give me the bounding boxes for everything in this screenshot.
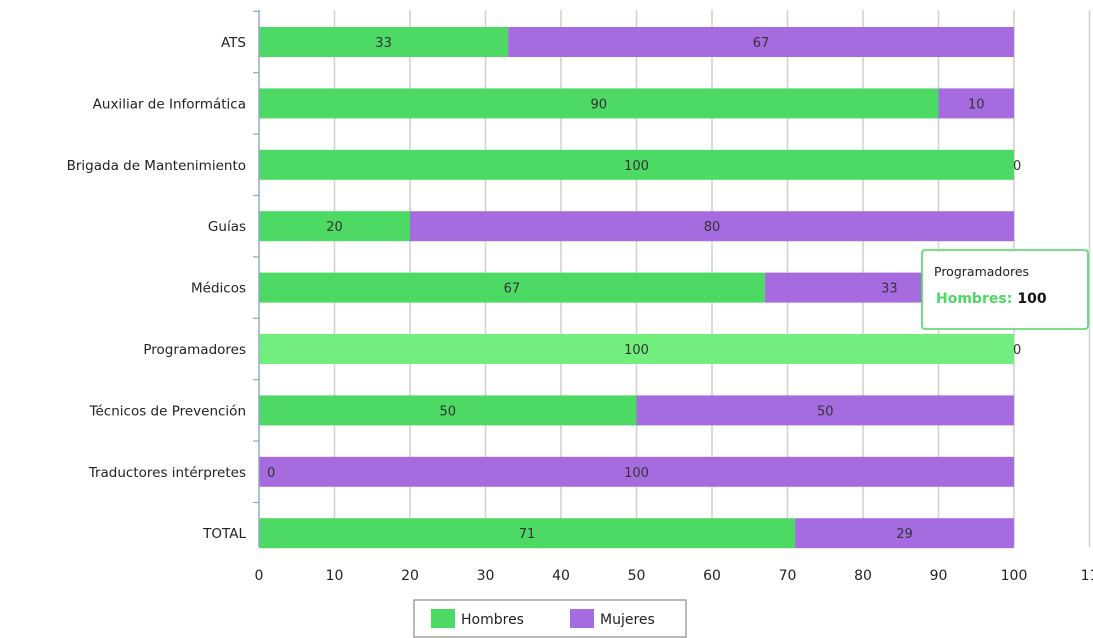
data-label-mujeres: 0 <box>1013 159 1021 174</box>
bar-mujeres[interactable] <box>636 395 1015 426</box>
data-label-hombres: 33 <box>375 36 392 51</box>
data-label-mujeres: 0 <box>1013 343 1021 358</box>
tooltip-box <box>921 249 1089 330</box>
x-tick-label: 11 <box>1081 568 1093 584</box>
bar-hombres[interactable] <box>259 334 1014 364</box>
tooltip-series-line: Hombres: 100 <box>936 288 1047 307</box>
bar-hombres[interactable] <box>259 518 796 549</box>
legend-swatch-mujeres <box>570 609 594 628</box>
bar-hombres[interactable] <box>259 27 509 57</box>
tooltip-category: Programadores <box>934 264 1029 279</box>
category-label: Guías <box>208 219 246 235</box>
data-label-hombres: 20 <box>326 220 343 235</box>
category-label: Programadores <box>143 342 246 358</box>
legend-frame <box>413 599 687 638</box>
legend-item-hombres[interactable]: Hombres <box>431 609 524 628</box>
bar-hombres[interactable] <box>259 272 765 303</box>
legend-label-mujeres: Mujeres <box>600 612 655 628</box>
x-tick-label: 0 <box>255 568 264 584</box>
bar-hombres[interactable] <box>259 149 1014 180</box>
data-label-mujeres: 67 <box>753 36 770 51</box>
x-tick-label: 10 <box>326 568 344 584</box>
x-tick-label: 70 <box>779 568 797 584</box>
x-tick-label: 30 <box>477 568 495 584</box>
category-label: Auxiliar de Informática <box>93 96 246 112</box>
data-label-mujeres: 29 <box>896 527 913 542</box>
x-tick-label: 100 <box>1001 568 1028 584</box>
bar-mujeres[interactable] <box>259 456 1014 487</box>
data-label-hombres: 100 <box>624 159 649 174</box>
category-label: Brigada de Mantenimiento <box>67 158 246 174</box>
data-label-hombres: 67 <box>504 282 521 297</box>
bar-mujeres[interactable] <box>938 88 1015 119</box>
legend-swatch-hombres <box>431 609 455 628</box>
x-tick-label: 50 <box>628 568 646 584</box>
data-labels: 33 67 90 10 100 0 20 80 67 33 100 0 50 50 0 100 71 29 <box>267 36 1021 542</box>
data-label-hombres: 71 <box>519 527 536 542</box>
data-label-mujeres: 100 <box>624 466 649 481</box>
category-labels: ATS Auxiliar de Informática Brigada de Man… <box>67 35 247 542</box>
legend: Hombres Mujeres <box>413 599 687 638</box>
tooltip-separator: : <box>1007 291 1013 307</box>
data-label-hombres: 90 <box>590 97 607 112</box>
category-label: ATS <box>221 35 246 51</box>
legend-item-mujeres[interactable]: Mujeres <box>570 609 655 628</box>
bar-mujeres[interactable] <box>795 518 1014 549</box>
bar-mujeres[interactable] <box>508 27 1014 57</box>
data-label-mujeres: 33 <box>881 282 898 297</box>
bar-mujeres[interactable] <box>410 211 1014 242</box>
data-label-hombres: 50 <box>439 404 456 419</box>
bar-hombres[interactable] <box>259 395 637 426</box>
x-axis: 010203040506070809010011 <box>253 10 1093 584</box>
data-label-mujeres: 50 <box>817 404 834 419</box>
bar-hombres[interactable] <box>259 88 939 119</box>
data-label-mujeres: 80 <box>704 220 721 235</box>
tooltip-series: Hombres <box>936 291 1007 307</box>
category-label: Médicos <box>191 281 246 297</box>
tooltip: Programadores Hombres: 100 <box>921 249 1089 330</box>
x-tick-label: 40 <box>552 568 570 584</box>
category-label: Técnicos de Prevención <box>89 403 246 419</box>
x-tick-label: 90 <box>930 568 948 584</box>
x-tick-label: 20 <box>401 568 419 584</box>
category-label: TOTAL <box>202 526 246 542</box>
data-label-hombres: 0 <box>267 466 275 481</box>
data-label-hombres: 100 <box>624 343 649 358</box>
data-label-mujeres: 10 <box>968 97 985 112</box>
legend-label-hombres: Hombres <box>461 612 524 628</box>
x-tick-label: 80 <box>854 568 872 584</box>
category-label: Traductores intérpretes <box>88 465 246 481</box>
x-tick-label: 60 <box>703 568 721 584</box>
bar-hombres[interactable] <box>259 211 410 242</box>
tooltip-value: 100 <box>1017 291 1046 307</box>
